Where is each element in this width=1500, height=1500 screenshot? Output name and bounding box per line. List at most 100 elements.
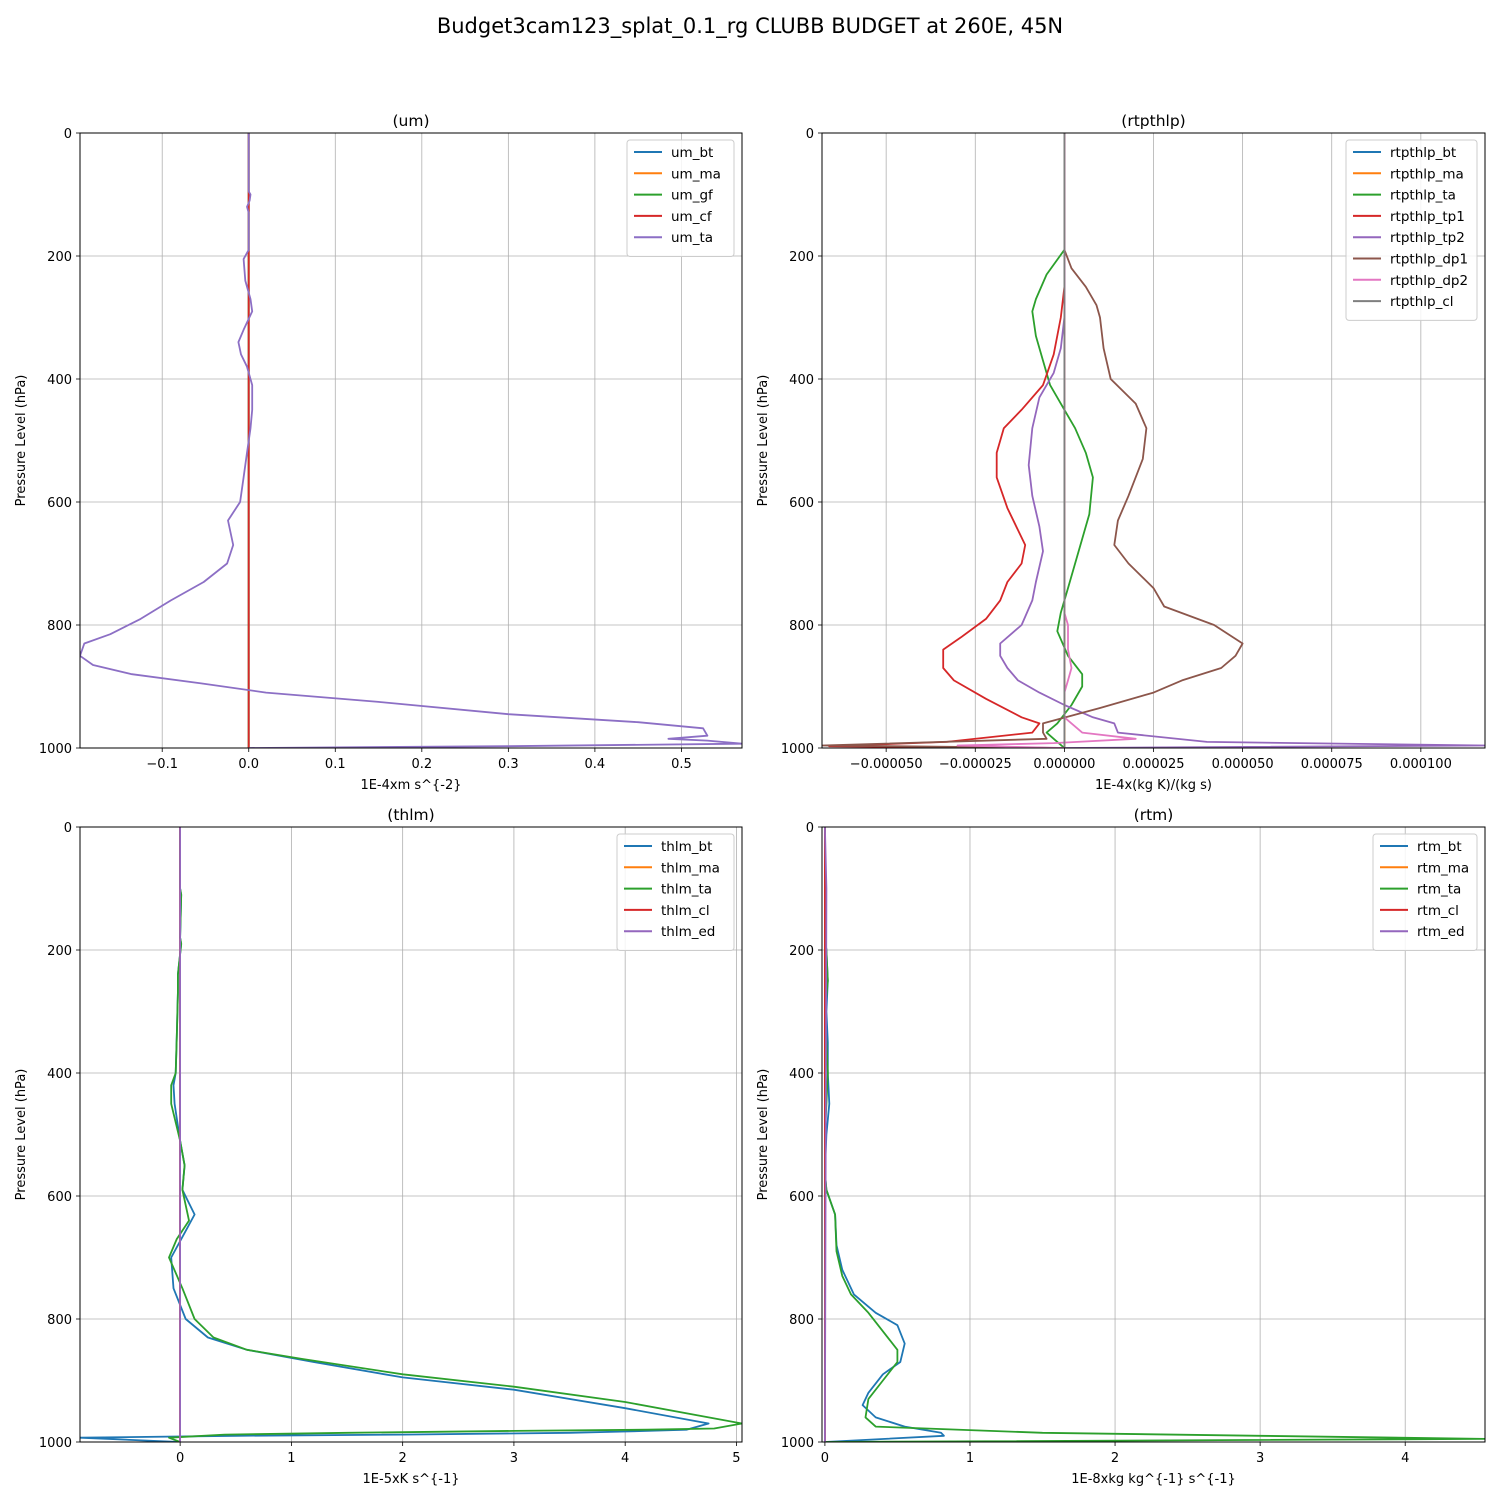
x-tick-label: 5 <box>732 1451 740 1466</box>
chart-title: (um) <box>392 112 429 130</box>
legend-label: thlm_bt <box>661 839 712 855</box>
legend-label: rtpthlp_cl <box>1390 294 1454 310</box>
series-line-rtpthlp_dp1 <box>822 133 1244 748</box>
y-tick-label: 1000 <box>39 1436 72 1451</box>
x-tick-label: −0.000050 <box>850 757 923 772</box>
legend-label: rtpthlp_tp2 <box>1390 230 1465 246</box>
y-tick-label: 400 <box>789 373 814 388</box>
x-tick-label: 2 <box>399 1451 407 1466</box>
chart-panel-2: 0 1 2 3 4 5 0 200 400 600 800 1000 (thlm) 1E-5xK s^{-… <box>14 806 743 1487</box>
series-line-um_ta <box>80 133 742 748</box>
x-tick-label: −0.000025 <box>939 757 1012 772</box>
legend-label: rtm_ta <box>1417 882 1461 898</box>
y-tick-label: 1000 <box>39 742 72 757</box>
y-tick-label: 800 <box>789 619 814 634</box>
x-tick-label: 0.000075 <box>1301 757 1363 772</box>
y-tick-label: 0 <box>64 821 72 836</box>
legend-label: um_ma <box>671 166 721 182</box>
x-tick-label: 3 <box>1256 1451 1264 1466</box>
series-line-thlm_ta <box>168 827 742 1442</box>
series-line-rtm_bt <box>824 827 945 1442</box>
chart-title: (rtm) <box>1134 806 1174 824</box>
chart-title: (thlm) <box>387 806 434 824</box>
x-tick-label: 0.000050 <box>1212 757 1274 772</box>
legend-label: rtpthlp_dp1 <box>1390 252 1468 268</box>
y-tick-label: 200 <box>789 944 814 959</box>
legend-label: rtpthlp_ma <box>1390 166 1464 182</box>
x-tick-label: 0.0 <box>238 757 259 772</box>
series-line-rtpthlp_tp1 <box>828 133 1066 748</box>
legend: rtm_bt rtm_ma rtm_ta rtm_cl rtm_ed <box>1372 833 1478 951</box>
x-tick-label: 0.3 <box>498 757 519 772</box>
x-tick-label: 4 <box>621 1451 629 1466</box>
y-tick-label: 800 <box>789 1313 814 1328</box>
x-tick-label: 0 <box>176 1451 184 1466</box>
x-tick-label: 1 <box>287 1451 295 1466</box>
y-tick-label: 400 <box>47 1067 72 1082</box>
y-tick-label: 600 <box>47 1190 72 1205</box>
legend-label: rtm_cl <box>1417 903 1459 919</box>
legend-label: rtm_ma <box>1417 860 1469 876</box>
x-axis-label: 1E-4x(kg K)/(kg s) <box>1095 778 1212 793</box>
series-line-rtpthlp_ta <box>1031 133 1094 748</box>
y-tick-label: 1000 <box>781 1436 814 1451</box>
y-axis-label: Pressure Level (hPa) <box>756 1069 771 1201</box>
series-line-rtpthlp_tp2 <box>999 133 1485 748</box>
legend-box <box>626 139 735 257</box>
legend-label: rtpthlp_tp1 <box>1390 209 1465 225</box>
legend-label: rtpthlp_ta <box>1390 188 1456 204</box>
legend: rtpthlp_bt rtpthlp_ma rtpthlp_ta rtpthlp_tp… <box>1345 139 1478 321</box>
series-line-rtm_ed <box>824 827 828 1442</box>
legend-label: thlm_ed <box>661 924 715 940</box>
plot-frame <box>821 132 1486 749</box>
legend-label: thlm_cl <box>661 903 710 919</box>
chart-title: (rtpthlp) <box>1121 112 1185 130</box>
chart-panel-1: −0.000050 −0.000025 0.000000 0.000025 0.0000… <box>756 112 1486 793</box>
x-tick-label: 0 <box>821 1451 829 1466</box>
y-tick-label: 1000 <box>781 742 814 757</box>
y-axis-label: Pressure Level (hPa) <box>14 1069 29 1201</box>
legend-label: thlm_ta <box>661 882 712 898</box>
legend-label: um_bt <box>671 145 713 161</box>
x-tick-label: 0.2 <box>411 757 432 772</box>
legend-label: thlm_ma <box>661 860 720 876</box>
x-tick-label: 1 <box>966 1451 974 1466</box>
plot-frame <box>821 826 1486 1443</box>
y-tick-label: 0 <box>806 127 814 142</box>
plot-frame <box>79 132 743 749</box>
y-tick-label: 0 <box>64 127 72 142</box>
legend-label: rtpthlp_dp2 <box>1390 273 1468 289</box>
y-tick-label: 0 <box>806 821 814 836</box>
x-tick-label: −0.1 <box>146 757 178 772</box>
x-axis-label: 1E-5xK s^{-1} <box>363 1472 460 1487</box>
x-axis-label: 1E-8xkg kg^{-1} s^{-1} <box>1071 1472 1236 1487</box>
y-tick-label: 800 <box>47 1313 72 1328</box>
y-tick-label: 200 <box>47 250 72 265</box>
legend-box <box>616 833 735 951</box>
y-tick-label: 200 <box>47 944 72 959</box>
y-tick-label: 800 <box>47 619 72 634</box>
legend-label: rtm_bt <box>1417 839 1462 855</box>
x-tick-label: 0.4 <box>585 757 606 772</box>
chart-panel-3: 0 1 2 3 4 0 200 400 600 800 1000 (rtm) 1E-8xkg kg^{-… <box>756 806 1486 1487</box>
x-tick-label: 2 <box>1111 1451 1119 1466</box>
legend-label: rtpthlp_bt <box>1390 145 1456 161</box>
y-tick-label: 200 <box>789 250 814 265</box>
x-axis-label: 1E-4xm s^{-2} <box>360 778 461 793</box>
y-axis-label: Pressure Level (hPa) <box>756 375 771 507</box>
legend-label: um_ta <box>671 230 713 246</box>
x-tick-label: 4 <box>1401 1451 1409 1466</box>
legend: thlm_bt thlm_ma thlm_ta thlm_cl thlm_ed <box>616 833 735 951</box>
legend-box <box>1372 833 1478 951</box>
legend-label: um_cf <box>671 209 713 225</box>
y-tick-label: 600 <box>789 1190 814 1205</box>
legend-label: rtm_ed <box>1417 924 1465 940</box>
x-tick-label: 3 <box>510 1451 518 1466</box>
y-tick-label: 600 <box>789 496 814 511</box>
legend-box <box>1345 139 1478 321</box>
figure-title: Budget3cam123_splat_0.1_rg CLUBB BUDGET … <box>436 14 1064 38</box>
chart-panel-0: −0.1 0.0 0.1 0.2 0.3 0.4 0.5 0 200 400 600 800 1000 (… <box>14 112 743 793</box>
x-tick-label: 0.5 <box>671 757 692 772</box>
x-tick-label: 0.000025 <box>1122 757 1184 772</box>
